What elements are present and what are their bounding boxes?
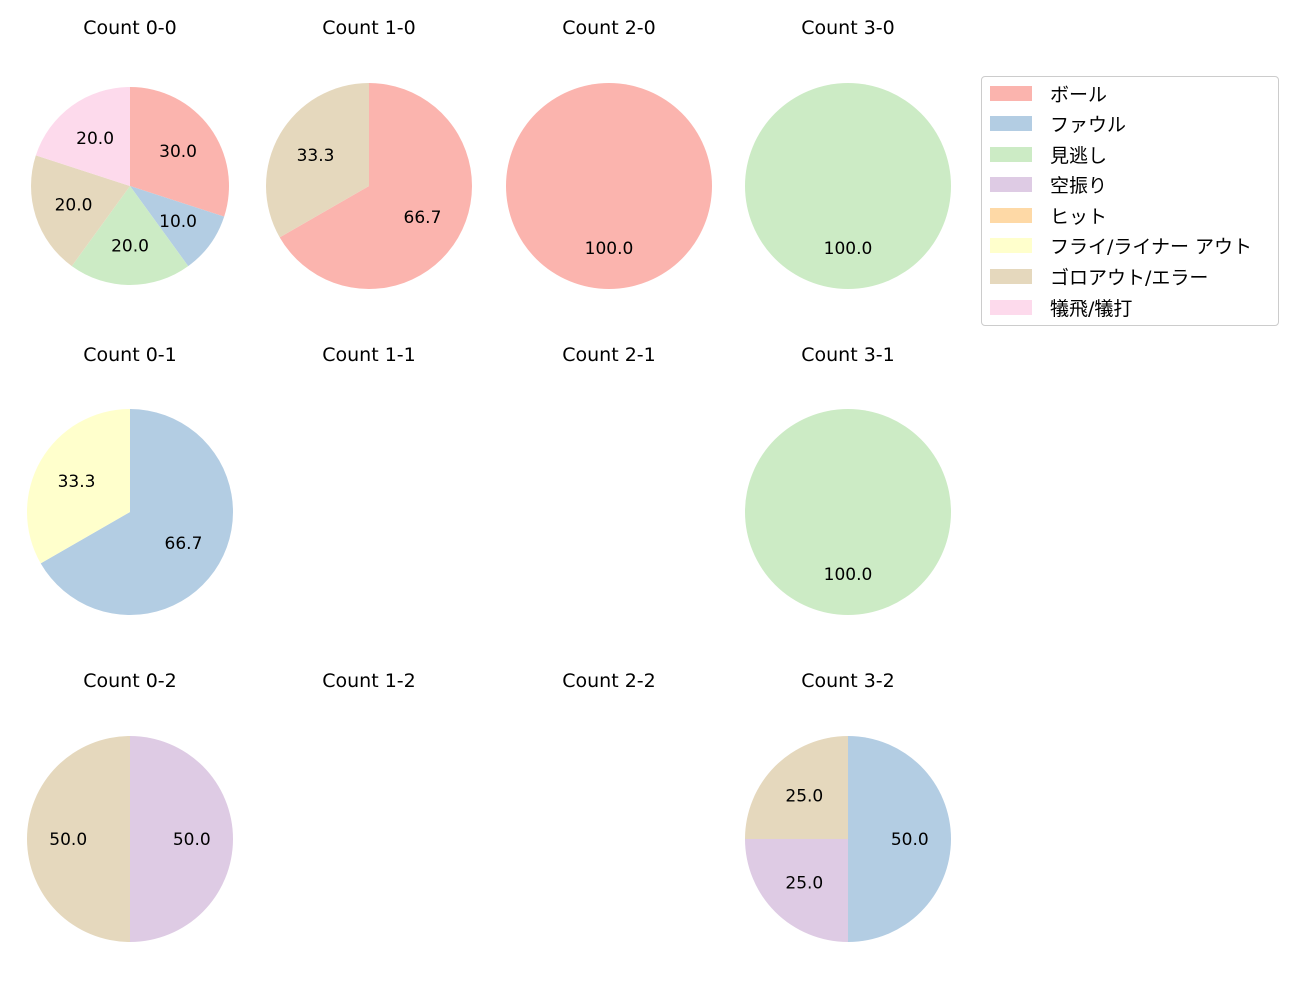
- legend-label: 犠飛/犠打: [1050, 297, 1133, 320]
- slice-label: 100.0: [585, 239, 634, 259]
- pie-chart: 66.7 33.3: [266, 83, 473, 289]
- chart-title: Count 2-0: [562, 17, 656, 39]
- pie-slice: [266, 83, 369, 238]
- legend-swatch: [990, 115, 1032, 131]
- legend-swatch: [990, 207, 1032, 223]
- slice-label: 50.0: [49, 830, 87, 850]
- slice-label: 25.0: [785, 874, 823, 894]
- legend-label: ヒット: [1050, 205, 1108, 228]
- pie-chart: 100.0: [745, 409, 951, 615]
- legend-swatch: [990, 268, 1032, 284]
- pie-slice: [40, 409, 234, 615]
- chart-title: Count 0-2: [83, 670, 177, 692]
- pie-chart: 100.0: [745, 83, 951, 289]
- pie-chart: 66.7 33.3: [26, 409, 234, 615]
- pie-slice: [26, 409, 130, 564]
- legend-item-sacrifice: 犠飛/犠打: [990, 296, 1133, 320]
- legend-swatch: [990, 176, 1032, 192]
- slice-label: 50.0: [173, 830, 211, 850]
- legend-item-swinging-strike: 空振り: [990, 173, 1108, 197]
- legend-item-fly-out: フライ/ライナー アウト: [990, 234, 1253, 258]
- slice-label: 10.0: [159, 212, 197, 232]
- pie-slice: [506, 83, 712, 289]
- legend-label: ゴロアウト/エラー: [1050, 266, 1209, 289]
- chart-title: Count 1-1: [322, 344, 416, 366]
- pie-slice: [745, 409, 951, 615]
- legend-item-called-strike: 見逃し: [990, 143, 1108, 167]
- slice-label: 33.3: [297, 146, 335, 166]
- pie-slice: [35, 87, 130, 186]
- pie-slice: [745, 83, 951, 289]
- slice-label: 20.0: [111, 236, 149, 256]
- chart-title: Count 2-1: [562, 344, 656, 366]
- pie-slice: [71, 186, 189, 285]
- pie-slice: [745, 839, 848, 942]
- legend-item-hit: ヒット: [990, 204, 1108, 228]
- chart-title: Count 0-1: [83, 344, 177, 366]
- pie-slice: [27, 736, 130, 942]
- pie-slice: [130, 87, 229, 217]
- slice-label: 100.0: [824, 565, 873, 585]
- chart-title: Count 1-2: [322, 670, 416, 692]
- pie-slice: [130, 736, 233, 942]
- legend-item-ground-out: ゴロアウト/エラー: [990, 265, 1209, 289]
- pie-slice: [848, 736, 951, 942]
- chart-title: Count 2-2: [562, 670, 656, 692]
- legend-swatch: [990, 146, 1032, 162]
- pie-slice: [130, 186, 225, 267]
- legend-swatch: [990, 299, 1032, 315]
- slice-label: 25.0: [785, 786, 823, 806]
- legend-swatch: [990, 85, 1032, 101]
- legend-label: ボール: [1050, 83, 1108, 106]
- slice-label: 20.0: [76, 129, 114, 149]
- slice-label: 66.7: [165, 534, 203, 554]
- legend-swatch: [990, 237, 1032, 253]
- slice-label: 66.7: [404, 208, 442, 228]
- pie-chart: 50.0 25.0 25.0: [745, 736, 951, 942]
- slice-label: 30.0: [159, 142, 197, 162]
- chart-title: Count 1-0: [322, 17, 416, 39]
- chart-title: Count 3-2: [801, 670, 895, 692]
- legend-label: ファウル: [1050, 113, 1127, 136]
- legend-label: 見逃し: [1050, 144, 1108, 167]
- legend-item-foul: ファウル: [990, 112, 1127, 136]
- pie-chart: 30.0 10.0 20.0 20.0 20.0: [31, 87, 229, 285]
- legend-item-ball: ボール: [990, 82, 1108, 106]
- slice-label: 50.0: [891, 830, 929, 850]
- legend-label: 空振り: [1050, 174, 1108, 197]
- slice-label: 100.0: [824, 239, 873, 259]
- legend: ボール ファウル 見逃し 空振り ヒット フライ/ライナー アウト ゴロアウト/…: [981, 76, 1279, 326]
- chart-title: Count 3-0: [801, 17, 895, 39]
- chart-title: Count 0-0: [83, 17, 177, 39]
- slice-label: 20.0: [55, 195, 93, 215]
- legend-label: フライ/ライナー アウト: [1050, 235, 1253, 258]
- pie-chart: 100.0: [506, 83, 712, 289]
- pie-slice: [31, 155, 130, 267]
- pie-slice: [279, 83, 473, 289]
- pie-chart: 50.0 50.0: [27, 736, 233, 942]
- pie-slice: [745, 736, 848, 839]
- slice-label: 33.3: [58, 472, 96, 492]
- chart-title: Count 3-1: [801, 344, 895, 366]
